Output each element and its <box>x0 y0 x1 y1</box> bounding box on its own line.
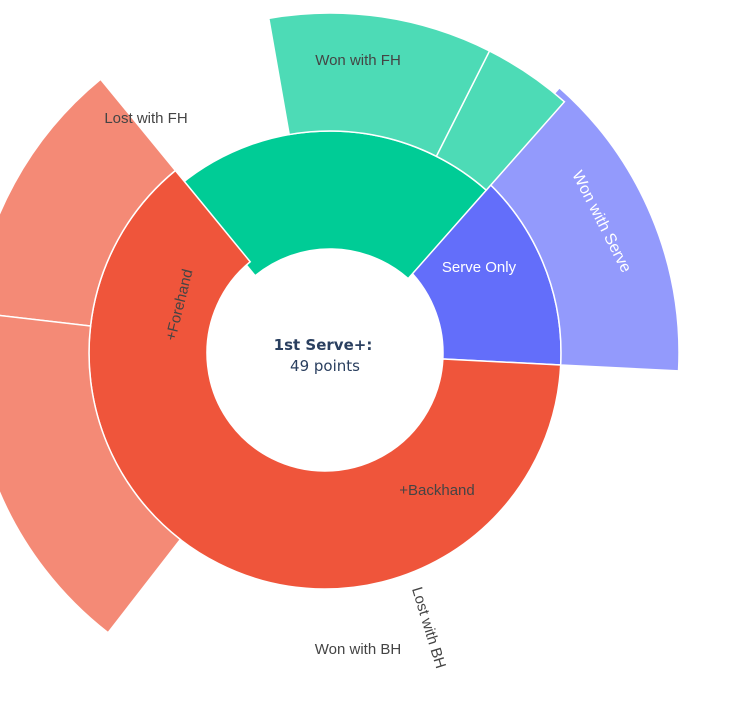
label-lost-with-bh: Lost with BH <box>408 585 449 670</box>
sector-won-with-bh[interactable] <box>267 12 491 158</box>
label-won-with-bh: Won with BH <box>315 641 401 658</box>
label-backhand: +Backhand <box>399 482 474 499</box>
center-subtitle: 49 points <box>290 357 360 375</box>
center-title: 1st Serve+: <box>274 336 373 354</box>
sector-lost-with-bh[interactable] <box>435 49 566 192</box>
label-won-with-fh: Won with FH <box>315 52 401 69</box>
sectors-group <box>0 12 680 634</box>
label-serve-only: Serve Only <box>442 259 517 276</box>
sector-won-with-fh[interactable] <box>0 312 182 634</box>
sector-won-with-serve[interactable] <box>480 86 680 372</box>
label-lost-with-fh: Lost with FH <box>104 110 187 127</box>
sector-lost-with-fh[interactable] <box>0 78 177 327</box>
